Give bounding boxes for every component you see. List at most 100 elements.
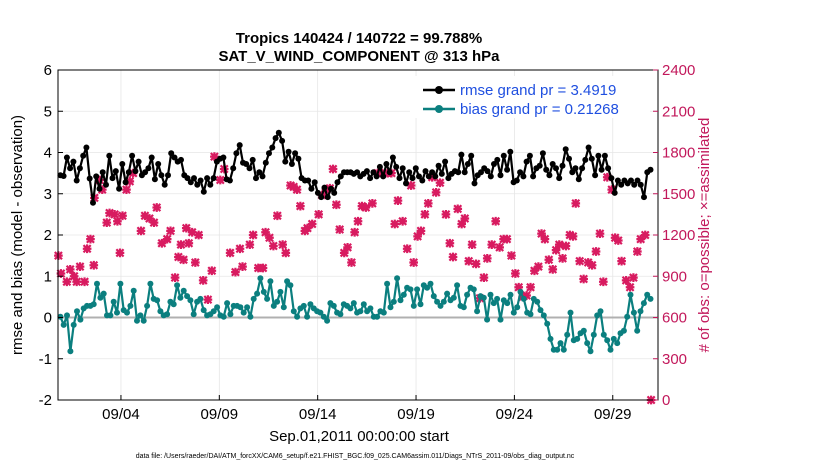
obs-marker (431, 187, 441, 197)
bias-point (610, 335, 617, 342)
bias-point (304, 313, 311, 320)
obs-marker (393, 196, 403, 206)
bias-point (197, 295, 204, 302)
rmse-point (99, 169, 106, 176)
bias-point (574, 335, 581, 342)
bias-point (90, 301, 97, 308)
obs-marker (102, 218, 112, 228)
obs-marker (487, 240, 497, 250)
bias-point (587, 348, 594, 355)
rmse-point (419, 177, 426, 184)
bias-point (394, 275, 401, 282)
bias-point (357, 308, 364, 315)
bias-point (497, 316, 504, 323)
bias-point (254, 290, 261, 297)
rmse-point (220, 154, 227, 161)
obs-marker (522, 291, 531, 300)
right-tick-label: 0 (662, 392, 670, 409)
bias-point (520, 295, 527, 302)
rmse-point (487, 173, 494, 180)
rmse-point (125, 169, 132, 176)
bias-point (257, 275, 264, 282)
bias-point (584, 340, 591, 347)
rmse-point (628, 177, 634, 184)
rmse-point (601, 152, 608, 159)
bias-point (487, 291, 494, 298)
rmse-point (393, 163, 400, 170)
bias-point (437, 302, 444, 309)
bias-point (144, 302, 151, 309)
rmse-point (497, 172, 504, 179)
rmse-point (588, 155, 595, 162)
rmse-point (236, 142, 243, 149)
obs-marker (367, 198, 377, 208)
bias-point (554, 346, 561, 353)
bias-series (57, 275, 654, 355)
bias-point (360, 301, 367, 308)
rmse-point (608, 175, 615, 182)
obs-marker (176, 240, 186, 250)
obs-marker (331, 200, 341, 210)
obs-marker (347, 258, 356, 267)
bias-point (564, 331, 571, 338)
bias-point (130, 287, 137, 294)
rmse-point (598, 166, 605, 173)
obs-marker (471, 259, 481, 269)
legend: rmse grand pr = 3.4919 bias grand pr = 0… (410, 76, 650, 118)
rmse-point (73, 177, 80, 184)
obs-marker (113, 216, 122, 226)
obs-marker (136, 226, 146, 236)
bias-point (640, 300, 647, 307)
obs-marker (534, 262, 543, 272)
legend-box (410, 76, 650, 118)
bias-point (277, 288, 284, 295)
rmse-point (641, 194, 647, 201)
bias-point (490, 300, 497, 307)
rmse-point (647, 166, 654, 173)
rmse-point (246, 165, 253, 172)
obs-marker (248, 230, 258, 240)
rmse-point (292, 150, 299, 157)
bias-point (484, 316, 491, 323)
rmse-point (187, 179, 194, 186)
obs-marker (448, 252, 458, 262)
rmse-point (367, 175, 374, 182)
right-tick-label: 2400 (662, 62, 695, 79)
obs-marker (207, 266, 217, 276)
rmse-point (370, 169, 377, 176)
rmse-point (194, 181, 201, 188)
obs-marker (238, 262, 247, 272)
rmse-point (442, 158, 449, 165)
obs-marker (235, 244, 245, 254)
rmse-point (282, 158, 289, 165)
obs-marker (181, 223, 191, 233)
obs-marker (420, 209, 430, 219)
right-tick-label: 900 (662, 268, 687, 285)
obs-marker (253, 263, 263, 273)
rmse-point (151, 176, 158, 183)
obs-marker (482, 253, 492, 263)
bias-point (517, 288, 524, 295)
obs-marker (441, 209, 451, 219)
obs-marker (479, 273, 489, 283)
rmse-point (455, 169, 462, 176)
obs-marker (540, 234, 550, 244)
bias-point (294, 313, 301, 320)
bias-point (290, 308, 297, 315)
rmse-point (145, 165, 152, 172)
obs-marker (409, 258, 419, 267)
rmse-point (207, 181, 214, 188)
bias-point (184, 293, 191, 300)
obs-marker (591, 247, 601, 256)
obs-marker (435, 178, 445, 188)
bias-point (317, 309, 324, 316)
obs-marker (75, 262, 85, 272)
rmse-point (67, 165, 74, 172)
bias-point (237, 304, 244, 311)
obs-marker (339, 248, 349, 258)
obs-marker (510, 269, 520, 278)
obs-marker (122, 185, 131, 195)
obs-marker (140, 211, 150, 221)
obs-marker (184, 238, 194, 248)
rmse-point (389, 154, 396, 161)
